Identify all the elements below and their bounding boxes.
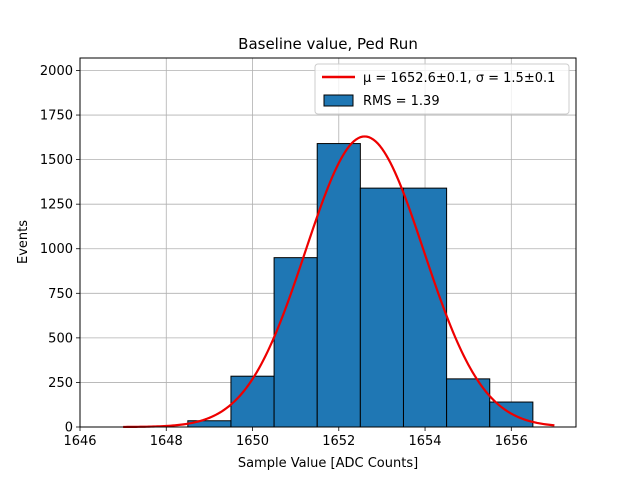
- y-tick-label: 0: [65, 421, 73, 436]
- histogram-bar: [446, 378, 491, 428]
- y-tick-label: 500: [48, 331, 73, 346]
- histogram-bar: [402, 187, 448, 428]
- histogram-bar: [230, 375, 275, 428]
- fit-curve-group: [123, 135, 555, 429]
- plot-frame: [79, 57, 577, 428]
- x-axis-ticks: 1646 1648 1650 1652 1654 1656: [63, 427, 528, 449]
- y-tick-label: 750: [48, 287, 73, 302]
- fit-curve: [123, 135, 555, 429]
- x-tick-label: 1654: [408, 434, 441, 449]
- y-tick-label: 1750: [40, 109, 73, 124]
- y-tick-label: 2000: [40, 64, 73, 79]
- x-tick-label: 1650: [236, 434, 269, 449]
- x-tick-label: 1652: [322, 434, 355, 449]
- y-tick-label: 1000: [40, 242, 73, 257]
- x-axis-label: Sample Value [ADC Counts]: [238, 456, 418, 471]
- y-tick-label: 1250: [40, 198, 73, 213]
- y-tick-label: 1500: [40, 153, 73, 168]
- histogram-bars: [187, 143, 534, 428]
- x-tick-label: 1646: [63, 434, 96, 449]
- chart-title: Baseline value, Ped Run: [238, 35, 418, 53]
- x-tick-label: 1656: [495, 434, 528, 449]
- legend-hist-swatch: [323, 94, 354, 107]
- legend-box: [314, 63, 570, 115]
- legend-fit-label: μ = 1652.6±0.1, σ = 1.5±0.1: [363, 71, 555, 86]
- y-axis-ticks: 0 250 500 750 1000 1250 1500 1750 2000: [40, 64, 80, 436]
- histogram-bar: [359, 187, 404, 428]
- histogram-bar: [316, 143, 361, 428]
- y-tick-label: 250: [48, 376, 73, 391]
- legend-hist-label: RMS = 1.39: [363, 94, 440, 109]
- y-axis-label: Events: [16, 220, 31, 264]
- x-tick-label: 1648: [150, 434, 183, 449]
- legend: μ = 1652.6±0.1, σ = 1.5±0.1 RMS = 1.39: [314, 63, 570, 115]
